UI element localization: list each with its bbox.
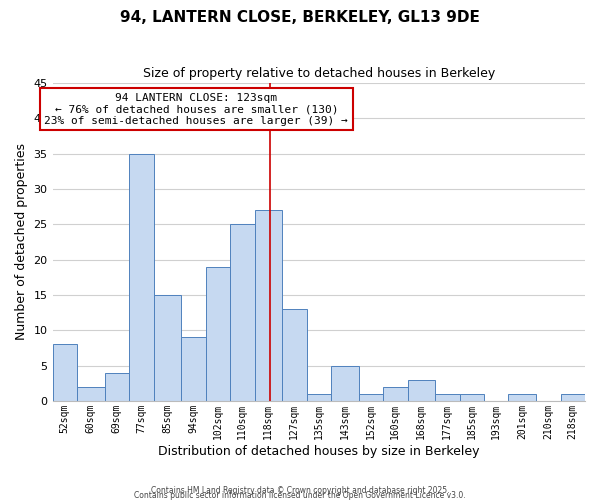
Bar xyxy=(407,380,435,401)
Bar xyxy=(230,224,254,401)
Bar xyxy=(104,372,129,401)
Y-axis label: Number of detached properties: Number of detached properties xyxy=(15,144,28,340)
Bar xyxy=(307,394,331,401)
Bar xyxy=(435,394,460,401)
Bar xyxy=(282,309,307,401)
Text: 94 LANTERN CLOSE: 123sqm
← 76% of detached houses are smaller (130)
23% of semi-: 94 LANTERN CLOSE: 123sqm ← 76% of detach… xyxy=(44,92,348,126)
Text: Contains public sector information licensed under the Open Government Licence v3: Contains public sector information licen… xyxy=(134,490,466,500)
Bar xyxy=(154,295,181,401)
Bar xyxy=(383,387,407,401)
Bar xyxy=(508,394,536,401)
Bar xyxy=(254,210,282,401)
Bar xyxy=(206,266,230,401)
Text: Contains HM Land Registry data © Crown copyright and database right 2025.: Contains HM Land Registry data © Crown c… xyxy=(151,486,449,495)
Bar xyxy=(359,394,383,401)
X-axis label: Distribution of detached houses by size in Berkeley: Distribution of detached houses by size … xyxy=(158,444,479,458)
Bar xyxy=(77,387,104,401)
Bar xyxy=(181,338,206,401)
Bar xyxy=(460,394,484,401)
Text: 94, LANTERN CLOSE, BERKELEY, GL13 9DE: 94, LANTERN CLOSE, BERKELEY, GL13 9DE xyxy=(120,10,480,25)
Bar xyxy=(560,394,585,401)
Bar xyxy=(53,344,77,401)
Title: Size of property relative to detached houses in Berkeley: Size of property relative to detached ho… xyxy=(143,68,495,80)
Bar xyxy=(129,154,154,401)
Bar xyxy=(331,366,359,401)
